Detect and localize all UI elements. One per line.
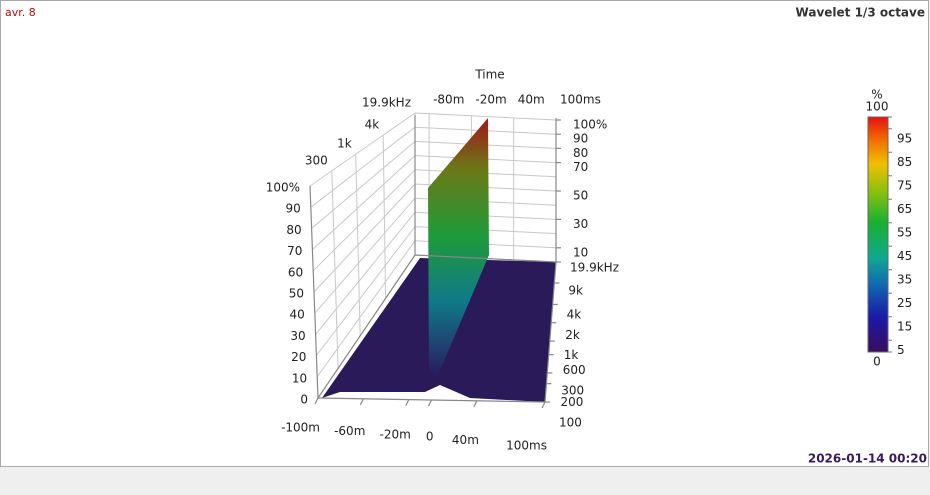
colorbar-tick-label: 95 xyxy=(897,131,912,145)
freq-tick-label: 300 xyxy=(305,153,328,167)
colorbar-tick-label: 55 xyxy=(897,225,912,239)
time-tick-label: 40m xyxy=(518,93,545,107)
level-tick-label: 50 xyxy=(289,287,304,301)
level-tick-label: 70 xyxy=(287,244,302,258)
level-tick-label: 10 xyxy=(573,245,588,259)
level-tick-label: 80 xyxy=(573,146,588,160)
freq-tick-label: 2k xyxy=(565,328,580,342)
level-tick-label: 0 xyxy=(300,393,308,407)
freq-tick-label: 200 xyxy=(560,395,583,409)
colorbar-tick-label: 75 xyxy=(897,178,912,192)
level-tick-label: 20 xyxy=(291,350,306,364)
freq-tick-label: 4k xyxy=(365,118,380,132)
tick-mark xyxy=(405,399,410,406)
tick-mark xyxy=(314,397,319,405)
tick-mark xyxy=(541,401,546,409)
freq-tick-label: 19.9kHz xyxy=(362,96,411,110)
freq-tick-label: 300 xyxy=(561,383,584,397)
level-tick-label: 90 xyxy=(573,132,588,146)
time-tick-label: 0 xyxy=(426,430,434,444)
grid-line xyxy=(355,154,361,336)
time-tick-label: 40m xyxy=(452,433,479,447)
time-tick-label: 100ms xyxy=(506,439,547,453)
tick-mark xyxy=(473,400,478,408)
colorbar-tick-label: 15 xyxy=(897,319,912,333)
avg-label: avr. 8 xyxy=(5,6,36,19)
time-tick-label: -20m xyxy=(475,93,506,107)
colorbar-tick-label: 65 xyxy=(897,202,912,216)
colorbar-label: % xyxy=(871,88,882,102)
freq-tick-label: 1k xyxy=(564,348,579,362)
colorbar-tick-label: 45 xyxy=(897,249,912,263)
time-tick-label: -20m xyxy=(380,428,411,442)
level-tick-label: 50 xyxy=(573,189,588,203)
grid-line xyxy=(382,135,387,299)
level-tick-label: 30 xyxy=(290,329,305,343)
grid-line xyxy=(331,170,339,369)
level-tick-label: 90 xyxy=(286,202,301,216)
colorbar-tick-label: 0 xyxy=(873,355,881,369)
freq-tick-label: 9k xyxy=(568,284,583,298)
freq-tick-label: 100 xyxy=(559,416,582,430)
colorbar-tick-label: 5 xyxy=(897,343,905,357)
level-tick-label: 10 xyxy=(292,371,307,385)
colorbar-tick-label: 100 xyxy=(866,100,889,114)
freq-tick-label: 19.9kHz xyxy=(570,261,619,275)
level-tick-label: 30 xyxy=(573,217,588,231)
time-tick-label: -60m xyxy=(334,424,365,438)
colorbar-tick-label: 35 xyxy=(897,272,912,286)
level-tick-label: 60 xyxy=(288,265,303,279)
colorbar-tick-label: 85 xyxy=(897,155,912,169)
colorbar-tick-label: 25 xyxy=(897,296,912,310)
level-tick-label: 100% xyxy=(573,118,607,132)
analysis-title: Wavelet 1/3 octave xyxy=(796,6,925,20)
colorbar xyxy=(867,116,889,353)
freq-tick-label: 4k xyxy=(567,307,582,321)
time-axis-title: Time xyxy=(474,68,504,82)
level-tick-label: 100% xyxy=(266,181,300,195)
level-tick-label: 80 xyxy=(286,223,301,237)
surface-peak xyxy=(428,118,489,380)
time-tick-label: -80m xyxy=(433,93,464,107)
time-tick-label: -100m xyxy=(281,421,320,435)
timestamp: 2026-01-14 00:20 xyxy=(808,452,927,466)
freq-tick-label: 1k xyxy=(337,137,352,151)
level-tick-label: 70 xyxy=(573,160,588,174)
freq-tick-label: 600 xyxy=(563,363,586,377)
level-tick-label: 40 xyxy=(290,308,305,322)
tick-mark xyxy=(359,398,364,406)
tick-mark xyxy=(427,399,433,407)
time-tick-label: 100ms xyxy=(560,93,601,107)
